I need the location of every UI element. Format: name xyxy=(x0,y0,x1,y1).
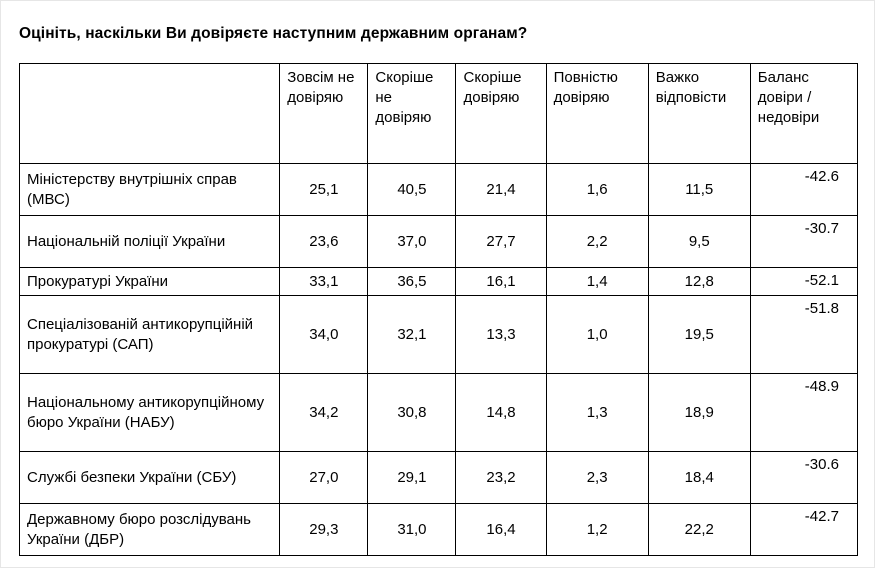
value-cell: 22,2 xyxy=(647,503,751,556)
value-cell: 12,8 xyxy=(647,267,751,296)
value-cell: 16,4 xyxy=(455,503,547,556)
balance-cell: -48.9 xyxy=(749,373,859,452)
corner-cell xyxy=(18,63,281,164)
value-cell: 14,8 xyxy=(455,373,547,452)
value-cell: 9,5 xyxy=(647,215,751,268)
balance-cell: -42.6 xyxy=(749,163,859,216)
value-cell: 18,9 xyxy=(647,373,751,452)
balance-cell: -30.7 xyxy=(749,215,859,268)
value-cell: 16,1 xyxy=(455,267,547,296)
value-cell: 2,3 xyxy=(545,451,649,504)
page-title: Оцініть, наскільки Ви довіряєте наступни… xyxy=(19,25,528,42)
value-cell: 1,4 xyxy=(545,267,649,296)
balance-cell: -52.1 xyxy=(749,267,859,296)
column-header-rather-distrust: Скоріше не довіряю xyxy=(367,63,457,164)
column-header-trust-balance: Баланс довіри / недовіри xyxy=(749,63,859,164)
row-label: Спеціалізованій антикорупційній прокурат… xyxy=(18,295,281,374)
column-header-hard-to-answer: Важко відповісти xyxy=(647,63,751,164)
row-label: Державному бюро розслідувань України (ДБ… xyxy=(18,503,281,556)
value-cell: 33,1 xyxy=(279,267,369,296)
value-cell: 21,4 xyxy=(455,163,547,216)
table-row: Службі безпеки України (СБУ) 27,0 29,1 2… xyxy=(18,451,859,504)
value-cell: 37,0 xyxy=(367,215,457,268)
value-cell: 13,3 xyxy=(455,295,547,374)
value-cell: 27,0 xyxy=(279,451,369,504)
row-label: Міністерству внутрішніх справ (МВС) xyxy=(18,163,281,216)
value-cell: 27,7 xyxy=(455,215,547,268)
value-cell: 29,3 xyxy=(279,503,369,556)
value-cell: 23,6 xyxy=(279,215,369,268)
balance-cell: -42.7 xyxy=(749,503,859,556)
balance-cell: -30.6 xyxy=(749,451,859,504)
table-row: Державному бюро розслідувань України (ДБ… xyxy=(18,503,859,556)
value-cell: 40,5 xyxy=(367,163,457,216)
row-label: Прокуратурі України xyxy=(18,267,281,296)
value-cell: 32,1 xyxy=(367,295,457,374)
value-cell: 1,3 xyxy=(545,373,649,452)
table-row: Національній поліції України 23,6 37,0 2… xyxy=(18,215,859,268)
value-cell: 23,2 xyxy=(455,451,547,504)
table-row: Прокуратурі України 33,1 36,5 16,1 1,4 1… xyxy=(18,267,859,296)
value-cell: 18,4 xyxy=(647,451,751,504)
value-cell: 31,0 xyxy=(367,503,457,556)
value-cell: 25,1 xyxy=(279,163,369,216)
column-header-rather-trust: Скоріше довіряю xyxy=(455,63,547,164)
value-cell: 34,0 xyxy=(279,295,369,374)
table-row: Міністерству внутрішніх справ (МВС) 25,1… xyxy=(18,163,859,216)
table-row: Спеціалізованій антикорупційній прокурат… xyxy=(18,295,859,374)
balance-cell: -51.8 xyxy=(749,295,859,374)
value-cell: 34,2 xyxy=(279,373,369,452)
header-row: Зовсім не довіряю Скоріше не довіряю Ско… xyxy=(18,63,859,164)
value-cell: 36,5 xyxy=(367,267,457,296)
row-label: Службі безпеки України (СБУ) xyxy=(18,451,281,504)
row-label: Національній поліції України xyxy=(18,215,281,268)
value-cell: 19,5 xyxy=(647,295,751,374)
trust-table: Зовсім не довіряю Скоріше не довіряю Ско… xyxy=(18,63,859,556)
value-cell: 1,6 xyxy=(545,163,649,216)
row-label: Національному антикорупційному бюро Укра… xyxy=(18,373,281,452)
table-row: Національному антикорупційному бюро Укра… xyxy=(18,373,859,452)
value-cell: 30,8 xyxy=(367,373,457,452)
value-cell: 29,1 xyxy=(367,451,457,504)
column-header-fully-trust: Повністю довіряю xyxy=(545,63,649,164)
column-header-totally-distrust: Зовсім не довіряю xyxy=(279,63,369,164)
value-cell: 2,2 xyxy=(545,215,649,268)
value-cell: 11,5 xyxy=(647,163,751,216)
value-cell: 1,2 xyxy=(545,503,649,556)
value-cell: 1,0 xyxy=(545,295,649,374)
